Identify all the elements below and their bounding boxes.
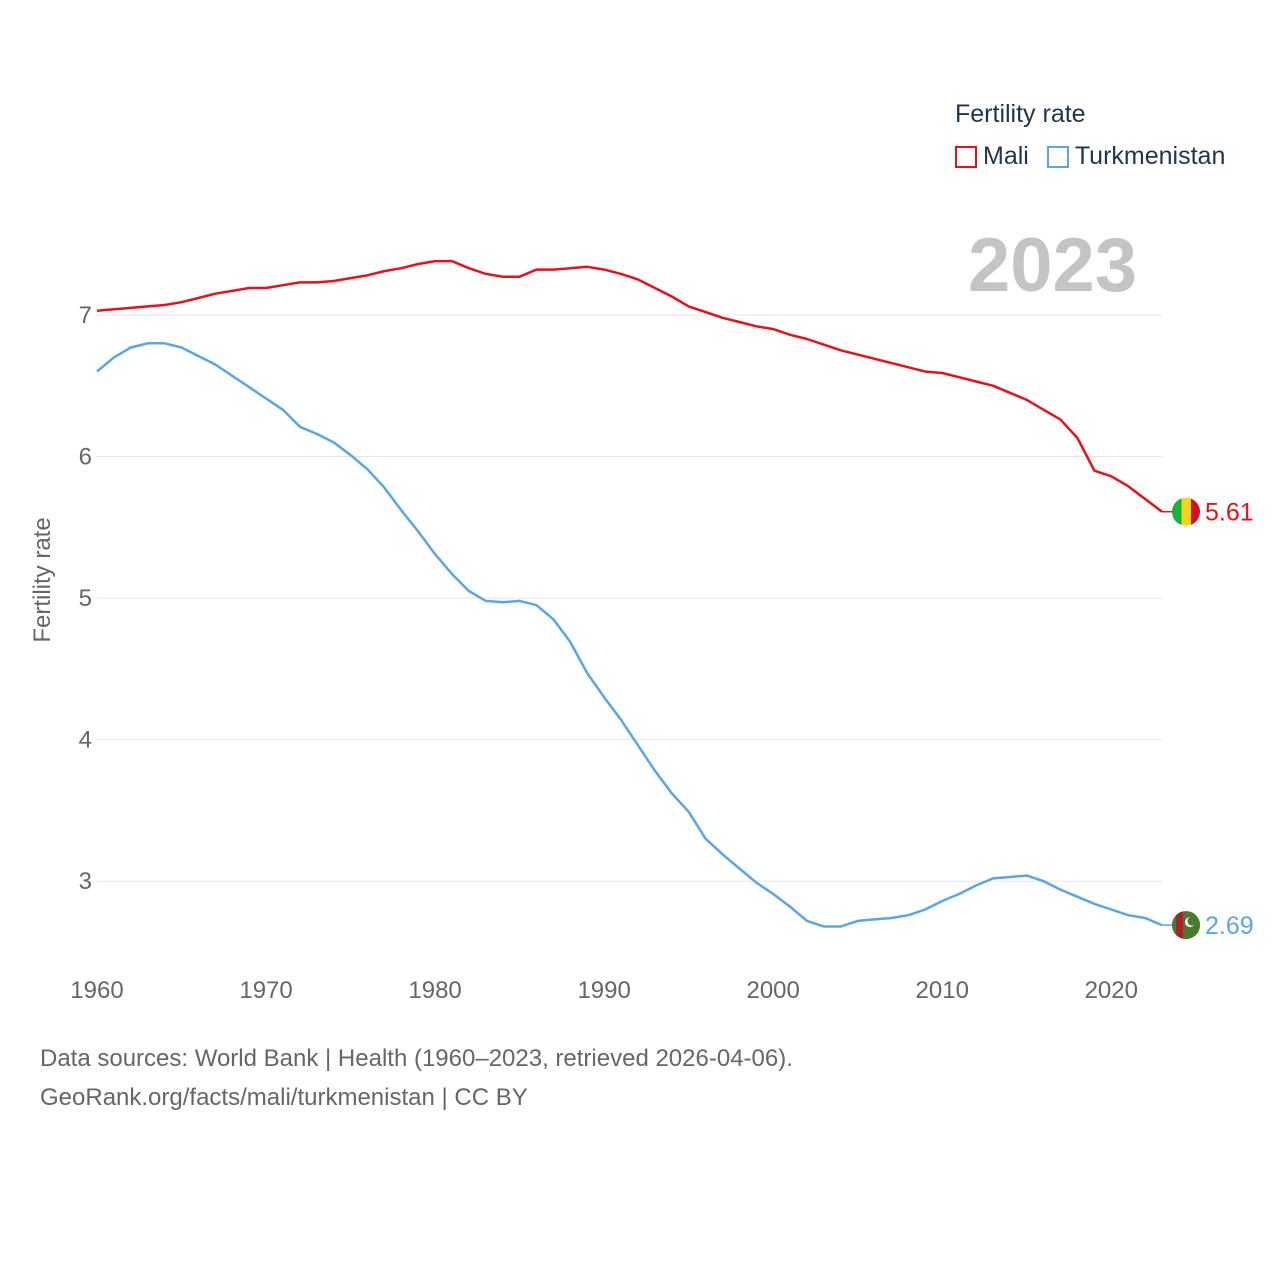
legend-swatch-turkmenistan [1046, 145, 1069, 168]
grid-lines [97, 314, 1162, 882]
y-tick-6: 6 [79, 444, 92, 471]
flag-icon-mali [1172, 497, 1200, 526]
flag-icon-turkmenistan [1172, 911, 1200, 940]
x-tick-2020: 2020 [1085, 977, 1138, 1004]
series-line-mali [96, 259, 1163, 513]
current-year-label: 2023 [968, 223, 1138, 308]
x-tick-1980: 1980 [408, 977, 461, 1004]
y-tick-7: 7 [79, 302, 92, 329]
legend-label-turkmenistan: Turkmenistan [1074, 142, 1226, 170]
y-axis-label: Fertility rate [29, 517, 56, 642]
x-tick-1990: 1990 [577, 977, 630, 1004]
x-tick-2010: 2010 [916, 977, 969, 1004]
legend-title: Fertility rate [955, 100, 1086, 128]
legend-item-turkmenistan[interactable]: Turkmenistan [1046, 142, 1226, 171]
legend-label-mali: Mali [983, 142, 1029, 170]
y-tick-3: 3 [79, 868, 92, 895]
series-line-turkmenistan [96, 342, 1163, 928]
y-axis-ticks: 3 4 5 6 7 [79, 302, 92, 895]
legend: Mali Turkmenistan [955, 142, 1243, 171]
x-tick-1970: 1970 [239, 977, 292, 1004]
x-tick-1960: 1960 [70, 977, 123, 1004]
footer-attribution: GeoRank.org/facts/mali/turkmenistan | CC… [40, 1084, 528, 1111]
end-value-mali: 5.61 [1205, 499, 1254, 527]
end-value-turkmenistan: 2.69 [1205, 912, 1254, 940]
x-tick-2000: 2000 [746, 977, 799, 1004]
legend-item-mali[interactable]: Mali [955, 142, 1029, 171]
end-markers: 5.61 2.69 [1162, 497, 1254, 940]
legend-swatch-mali [955, 145, 977, 168]
x-axis-ticks: 1960 1970 1980 1990 2000 2010 2020 [70, 977, 1138, 1004]
series-lines [96, 259, 1163, 928]
footer-sources: Data sources: World Bank | Health (1960–… [40, 1045, 793, 1072]
y-tick-4: 4 [79, 727, 92, 754]
y-tick-5: 5 [79, 585, 92, 612]
